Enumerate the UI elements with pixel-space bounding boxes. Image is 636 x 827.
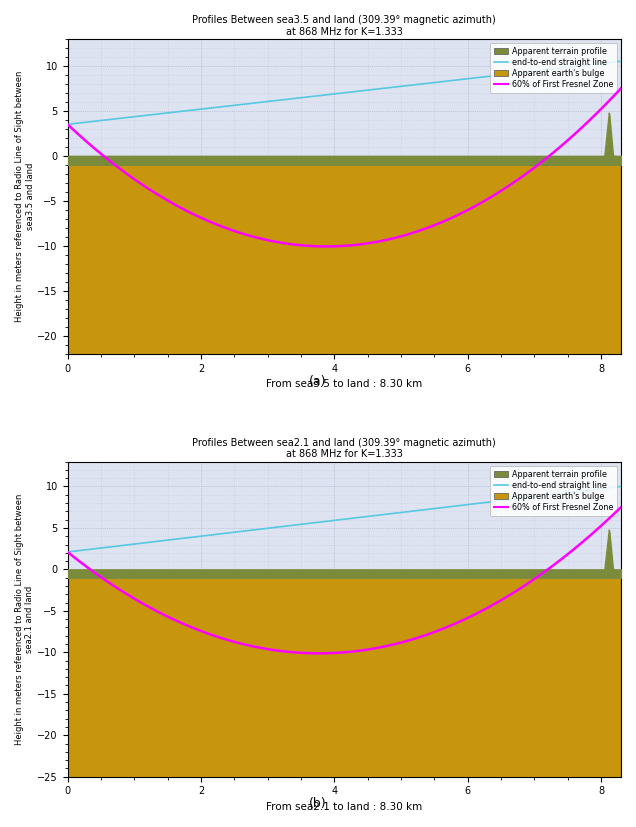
Title: Profiles Between sea3.5 and land (309.39° magnetic azimuth)
at 868 MHz for K=1.3: Profiles Between sea3.5 and land (309.39…	[192, 15, 496, 36]
Text: (a): (a)	[309, 375, 327, 388]
Title: Profiles Between sea2.1 and land (309.39° magnetic azimuth)
at 868 MHz for K=1.3: Profiles Between sea2.1 and land (309.39…	[192, 437, 496, 460]
Text: (b): (b)	[309, 797, 327, 810]
Legend: Apparent terrain profile, end-to-end straight line, Apparent earth's bulge, 60% : Apparent terrain profile, end-to-end str…	[490, 43, 617, 93]
Y-axis label: Height in meters referenced to Radio Line of Sight between
sea3.5 and land: Height in meters referenced to Radio Lin…	[15, 70, 34, 322]
X-axis label: From sea3.5 to land : 8.30 km: From sea3.5 to land : 8.30 km	[266, 380, 422, 390]
Y-axis label: Height in meters referenced to Radio Line of Sight between
sea2.1 and land: Height in meters referenced to Radio Lin…	[15, 494, 34, 745]
Legend: Apparent terrain profile, end-to-end straight line, Apparent earth's bulge, 60% : Apparent terrain profile, end-to-end str…	[490, 466, 617, 516]
X-axis label: From sea2.1 to land : 8.30 km: From sea2.1 to land : 8.30 km	[266, 802, 422, 812]
